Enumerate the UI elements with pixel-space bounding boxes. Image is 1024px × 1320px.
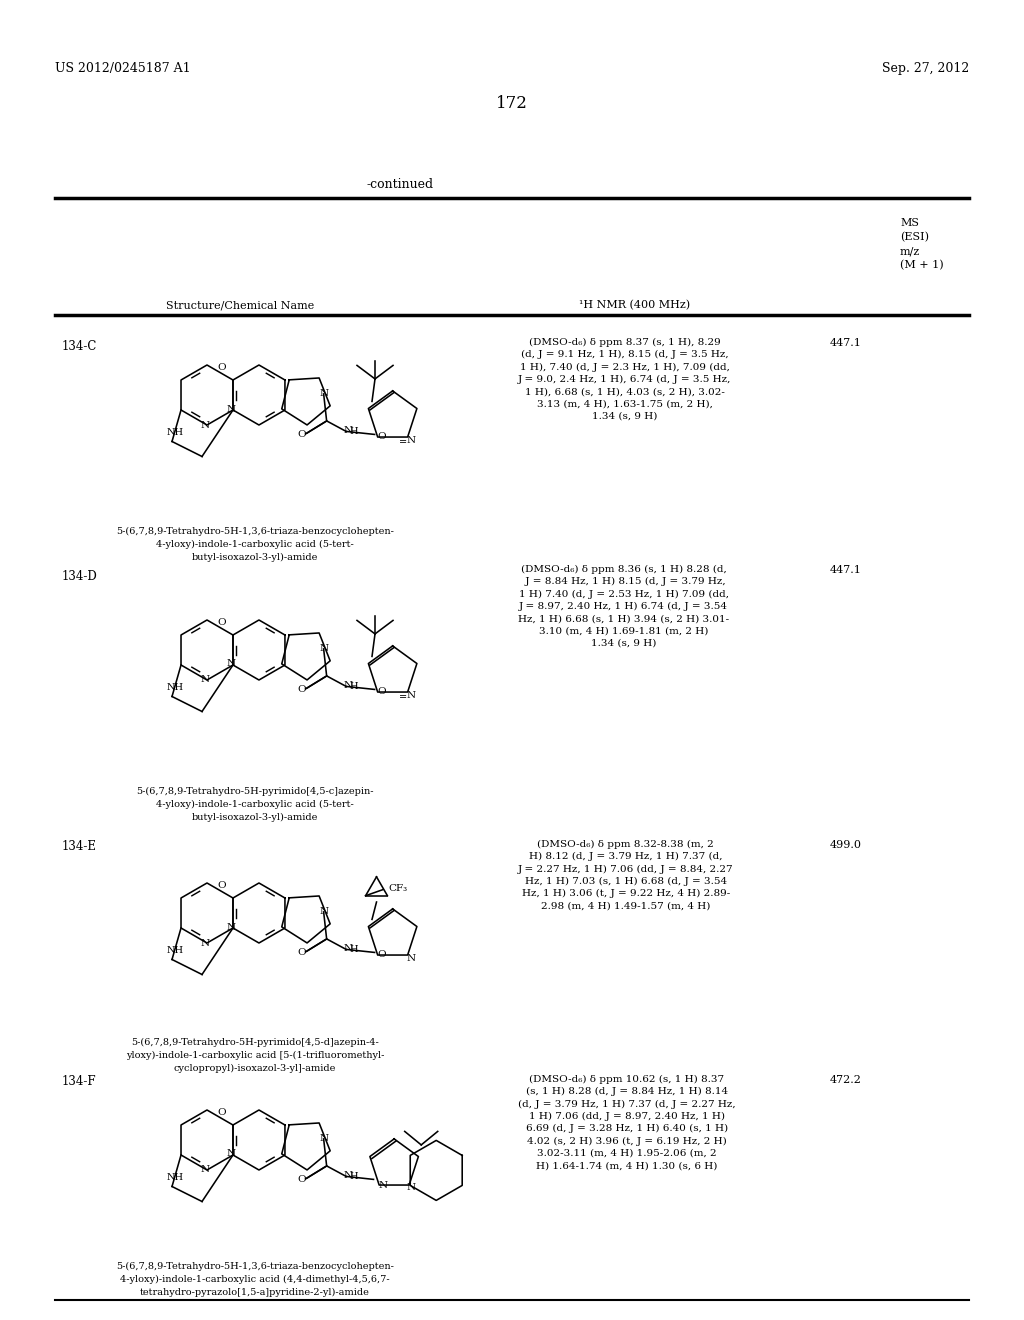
Text: =: = — [398, 692, 407, 702]
Text: (ESI): (ESI) — [900, 232, 929, 243]
Text: N: N — [407, 953, 415, 962]
Text: CF₃: CF₃ — [388, 884, 408, 894]
Text: N: N — [344, 1171, 352, 1180]
Text: 5-(6,7,8,9-Tetrahydro-5H-1,3,6-triaza-benzocyclohepten-: 5-(6,7,8,9-Tetrahydro-5H-1,3,6-triaza-be… — [116, 527, 394, 536]
Text: 447.1: 447.1 — [830, 565, 862, 576]
Text: m/z: m/z — [900, 246, 921, 256]
Text: NH: NH — [167, 682, 183, 692]
Text: N: N — [319, 644, 329, 653]
Text: O: O — [218, 363, 226, 372]
Text: N: N — [344, 944, 352, 953]
Text: O: O — [377, 432, 386, 441]
Text: O: O — [377, 949, 386, 958]
Text: (DMSO-d₆) δ ppm 8.36 (s, 1 H) 8.28 (d,
 J = 8.84 Hz, 1 H) 8.15 (d, J = 3.79 Hz,
: (DMSO-d₆) δ ppm 8.36 (s, 1 H) 8.28 (d, J… — [518, 565, 729, 648]
Text: (DMSO-d₆) δ ppm 8.37 (s, 1 H), 8.29
(d, J = 9.1 Hz, 1 H), 8.15 (d, J = 3.5 Hz,
1: (DMSO-d₆) δ ppm 8.37 (s, 1 H), 8.29 (d, … — [518, 338, 731, 421]
Text: N: N — [226, 660, 236, 668]
Text: N: N — [201, 421, 210, 429]
Text: 499.0: 499.0 — [830, 840, 862, 850]
Text: 172: 172 — [496, 95, 528, 112]
Text: yloxy)-indole-1-carboxylic acid [5-(1-trifluoromethyl-: yloxy)-indole-1-carboxylic acid [5-(1-tr… — [126, 1051, 384, 1060]
Text: NH: NH — [167, 1173, 183, 1181]
Text: MS: MS — [900, 218, 919, 228]
Text: N: N — [201, 676, 210, 685]
Text: N: N — [201, 939, 210, 948]
Text: butyl-isoxazol-3-yl)-amide: butyl-isoxazol-3-yl)-amide — [191, 553, 318, 562]
Text: 472.2: 472.2 — [830, 1074, 862, 1085]
Text: O: O — [298, 430, 306, 440]
Text: 4-yloxy)-indole-1-carboxylic acid (5-tert-: 4-yloxy)-indole-1-carboxylic acid (5-ter… — [156, 800, 354, 809]
Text: N: N — [407, 1183, 416, 1192]
Text: N: N — [319, 389, 329, 399]
Text: -continued: -continued — [367, 178, 433, 191]
Text: O: O — [298, 1175, 306, 1184]
Text: H: H — [350, 1172, 358, 1181]
Text: 134-E: 134-E — [62, 840, 97, 853]
Text: 447.1: 447.1 — [830, 338, 862, 348]
Text: =: = — [398, 437, 407, 447]
Text: N: N — [226, 923, 236, 932]
Text: 134-F: 134-F — [62, 1074, 96, 1088]
Text: O: O — [218, 618, 226, 627]
Text: N: N — [226, 404, 236, 413]
Text: O: O — [218, 880, 226, 890]
Text: US 2012/0245187 A1: US 2012/0245187 A1 — [55, 62, 190, 75]
Text: tetrahydro-pyrazolo[1,5-a]pyridine-2-yl)-amide: tetrahydro-pyrazolo[1,5-a]pyridine-2-yl)… — [140, 1288, 370, 1298]
Text: (DMSO-d₆) δ ppm 10.62 (s, 1 H) 8.37
(s, 1 H) 8.28 (d, J = 8.84 Hz, 1 H) 8.14
(d,: (DMSO-d₆) δ ppm 10.62 (s, 1 H) 8.37 (s, … — [518, 1074, 735, 1170]
Text: cyclopropyl)-isoxazol-3-yl]-amide: cyclopropyl)-isoxazol-3-yl]-amide — [174, 1064, 336, 1073]
Text: ¹H NMR (400 MHz): ¹H NMR (400 MHz) — [580, 300, 690, 310]
Text: O: O — [377, 686, 386, 696]
Text: 4-yloxy)-indole-1-carboxylic acid (4,4-dimethyl-4,5,6,7-: 4-yloxy)-indole-1-carboxylic acid (4,4-d… — [120, 1275, 390, 1284]
Text: (M + 1): (M + 1) — [900, 260, 944, 271]
Text: 5-(6,7,8,9-Tetrahydro-5H-1,3,6-triaza-benzocyclohepten-: 5-(6,7,8,9-Tetrahydro-5H-1,3,6-triaza-be… — [116, 1262, 394, 1271]
Text: O: O — [218, 1107, 226, 1117]
Text: 5-(6,7,8,9-Tetrahydro-5H-pyrimido[4,5-d]azepin-4-: 5-(6,7,8,9-Tetrahydro-5H-pyrimido[4,5-d]… — [131, 1038, 379, 1047]
Text: butyl-isoxazol-3-yl)-amide: butyl-isoxazol-3-yl)-amide — [191, 813, 318, 822]
Text: N: N — [344, 681, 352, 690]
Text: O: O — [298, 948, 306, 957]
Text: Sep. 27, 2012: Sep. 27, 2012 — [882, 62, 969, 75]
Text: H: H — [350, 945, 358, 954]
Text: 134-D: 134-D — [62, 570, 97, 583]
Text: N: N — [201, 1166, 210, 1175]
Text: O: O — [298, 685, 306, 694]
Text: H: H — [350, 682, 358, 690]
Text: Structure/Chemical Name: Structure/Chemical Name — [166, 300, 314, 310]
Text: H: H — [350, 426, 358, 436]
Text: N: N — [226, 1150, 236, 1159]
Text: 134-C: 134-C — [62, 341, 97, 352]
Text: NH: NH — [167, 428, 183, 437]
Text: (DMSO-d₆) δ ppm 8.32-8.38 (m, 2
H) 8.12 (d, J = 3.79 Hz, 1 H) 7.37 (d,
J = 2.27 : (DMSO-d₆) δ ppm 8.32-8.38 (m, 2 H) 8.12 … — [518, 840, 733, 911]
Text: N: N — [379, 1180, 388, 1189]
Text: N: N — [319, 1134, 329, 1143]
Text: N: N — [344, 426, 352, 434]
Text: N: N — [407, 690, 415, 700]
Text: 5-(6,7,8,9-Tetrahydro-5H-pyrimido[4,5-c]azepin-: 5-(6,7,8,9-Tetrahydro-5H-pyrimido[4,5-c]… — [136, 787, 374, 796]
Text: N: N — [319, 907, 329, 916]
Text: 4-yloxy)-indole-1-carboxylic acid (5-tert-: 4-yloxy)-indole-1-carboxylic acid (5-ter… — [156, 540, 354, 549]
Text: N: N — [407, 436, 415, 445]
Text: NH: NH — [167, 946, 183, 954]
